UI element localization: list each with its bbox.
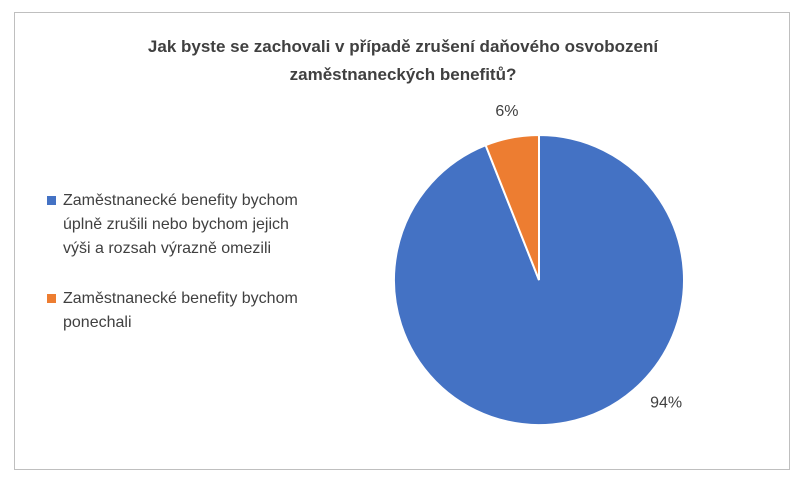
legend-item-keep: Zaměstnanecké benefity bychom ponechali <box>47 287 367 335</box>
legend-label-reduce-line-1: Zaměstnanecké benefity bychom <box>63 192 298 209</box>
pie-data-labels: 94% 6% <box>495 103 682 411</box>
data-label-reduce: 94% <box>650 394 682 411</box>
legend-swatch-keep <box>47 294 56 303</box>
chart-legend: Zaměstnanecké benefity bychom úplně zruš… <box>47 189 367 361</box>
legend-item-reduce: Zaměstnanecké benefity bychom úplně zruš… <box>47 189 367 261</box>
pie-slice-keep <box>484 133 540 281</box>
pie-slices <box>393 133 685 426</box>
legend-label-reduce-line-2: úplně zrušili nebo bychom jejich <box>63 216 289 233</box>
chart-title: Jak byste se zachovali v případě zrušení… <box>15 33 791 89</box>
legend-label-reduce-line-3: výši a rozsah výrazně omezili <box>63 240 272 257</box>
legend-label-keep-line-2: ponechali <box>63 314 132 331</box>
chart-frame: Jak byste se zachovali v případě zrušení… <box>14 12 790 470</box>
legend-label-keep: Zaměstnanecké benefity bychom ponechali <box>63 287 367 335</box>
legend-swatch-reduce <box>47 196 56 205</box>
legend-label-reduce: Zaměstnanecké benefity bychom úplně zruš… <box>63 189 367 261</box>
data-label-keep: 6% <box>495 103 518 120</box>
chart-title-line-2: zaměstnaneckých benefitů? <box>289 65 517 84</box>
pie-chart: 94% 6% <box>393 103 685 426</box>
chart-title-line-1: Jak byste se zachovali v případě zrušení… <box>147 37 659 56</box>
legend-label-keep-line-1: Zaměstnanecké benefity bychom <box>63 290 298 307</box>
